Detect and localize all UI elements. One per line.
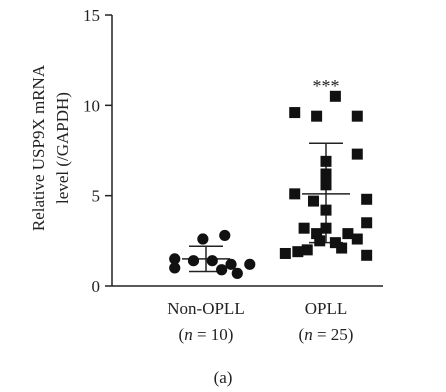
data-point-square — [311, 110, 323, 122]
data-point-square — [320, 168, 332, 180]
data-point-circle — [225, 258, 237, 270]
data-point-square — [320, 155, 332, 167]
y-tick-label: 15 — [83, 6, 100, 25]
x-n-label-opll: (n = 25) — [299, 325, 354, 344]
data-point-circle — [206, 255, 218, 267]
data-point-square — [336, 242, 348, 254]
data-point-circle — [219, 229, 231, 242]
data-point-square — [289, 107, 301, 119]
y-tick-label: 0 — [92, 277, 101, 296]
y-ticks: 0 5 10 15 — [83, 6, 112, 296]
data-point-square — [361, 249, 373, 261]
data-point-square — [292, 246, 304, 258]
y-tick-label: 5 — [92, 187, 101, 206]
y-axis-label-line2: level (/GAPDH) — [53, 92, 72, 204]
data-point-square — [329, 237, 341, 249]
data-point-square — [361, 193, 373, 205]
data-point-square — [320, 204, 332, 216]
data-point-square — [351, 233, 363, 245]
data-point-square — [351, 110, 363, 122]
data-point-square — [301, 244, 313, 256]
data-point-square — [320, 179, 332, 191]
y-tick-label: 10 — [83, 96, 100, 115]
y-axis-label-line1: Relative USP9X mRNA — [29, 64, 48, 231]
data-point-square — [351, 148, 363, 160]
data-point-square — [307, 195, 319, 207]
data-point-circle — [216, 264, 228, 276]
data-point-circle — [169, 262, 181, 274]
data-point-square — [289, 188, 301, 200]
x-label-non-opll: Non-OPLL — [167, 299, 244, 318]
data-point-square — [311, 228, 323, 240]
data-points — [169, 90, 373, 279]
data-point-square — [298, 222, 310, 234]
data-point-circle — [244, 258, 256, 270]
x-n-label-non-opll: (n = 10) — [179, 325, 234, 344]
data-point-circle — [231, 267, 243, 279]
data-point-square — [320, 222, 332, 234]
significance-marker: *** — [313, 76, 340, 96]
data-point-circle — [187, 255, 200, 267]
data-point-square — [314, 235, 326, 247]
panel-label: (a) — [214, 368, 233, 387]
x-label-opll: OPLL — [305, 299, 348, 318]
data-point-square — [329, 90, 341, 102]
data-point-square — [279, 247, 291, 259]
data-point-circle — [169, 253, 181, 265]
data-point-square — [342, 228, 354, 240]
data-point-square — [361, 217, 373, 229]
data-point-circle — [197, 233, 209, 245]
